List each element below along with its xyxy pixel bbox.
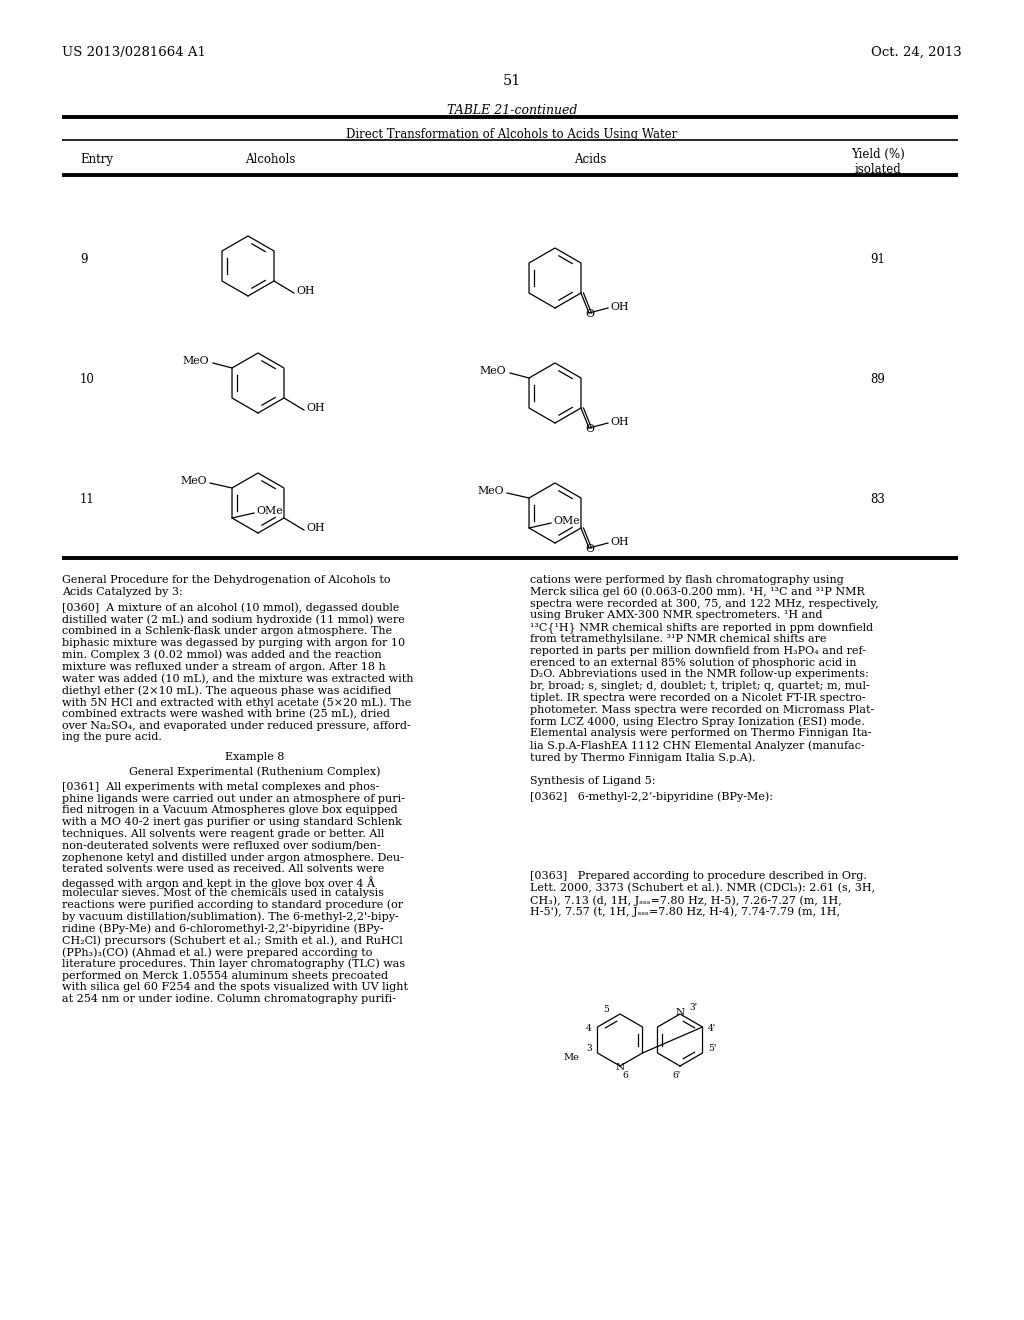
Text: min. Complex 3 (0.02 mmol) was added and the reaction: min. Complex 3 (0.02 mmol) was added and… [62, 649, 382, 660]
Text: 5: 5 [603, 1005, 609, 1014]
Text: N: N [615, 1063, 625, 1072]
Text: tured by Thermo Finnigam Italia S.p.A).: tured by Thermo Finnigam Italia S.p.A). [530, 752, 756, 763]
Text: General Experimental (Ruthenium Complex): General Experimental (Ruthenium Complex) [129, 766, 381, 776]
Text: mixture was refluxed under a stream of argon. After 18 h: mixture was refluxed under a stream of a… [62, 661, 386, 672]
Text: lia S.p.A-FlashEA 1112 CHN Elemental Analyzer (manufac-: lia S.p.A-FlashEA 1112 CHN Elemental Ana… [530, 741, 864, 751]
Text: Synthesis of Ligand 5:: Synthesis of Ligand 5: [530, 776, 655, 785]
Text: [0361]  All experiments with metal complexes and phos-: [0361] All experiments with metal comple… [62, 781, 379, 792]
Text: D₂O. Abbreviations used in the NMR follow-up experiments:: D₂O. Abbreviations used in the NMR follo… [530, 669, 869, 680]
Text: water was added (10 mL), and the mixture was extracted with: water was added (10 mL), and the mixture… [62, 673, 414, 684]
Text: 4: 4 [586, 1024, 592, 1034]
Text: OMe: OMe [256, 506, 283, 516]
Text: 83: 83 [870, 492, 886, 506]
Text: Acids Catalyzed by 3:: Acids Catalyzed by 3: [62, 587, 182, 597]
Text: diethyl ether (2×10 mL). The aqueous phase was acidified: diethyl ether (2×10 mL). The aqueous pha… [62, 685, 391, 696]
Text: OMe: OMe [553, 516, 580, 525]
Text: molecular sieves. Most of the chemicals used in catalysis: molecular sieves. Most of the chemicals … [62, 888, 384, 898]
Text: with silica gel 60 F254 and the spots visualized with UV light: with silica gel 60 F254 and the spots vi… [62, 982, 408, 993]
Text: Merck silica gel 60 (0.063-0.200 mm). ¹H, ¹³C and ³¹P NMR: Merck silica gel 60 (0.063-0.200 mm). ¹H… [530, 587, 864, 598]
Text: 11: 11 [80, 492, 95, 506]
Text: using Bruker AMX-300 NMR spectrometers. ¹H and: using Bruker AMX-300 NMR spectrometers. … [530, 610, 822, 620]
Text: [0360]  A mixture of an alcohol (10 mmol), degassed double: [0360] A mixture of an alcohol (10 mmol)… [62, 603, 399, 614]
Text: photometer. Mass spectra were recorded on Micromass Plat-: photometer. Mass spectra were recorded o… [530, 705, 874, 715]
Text: techniques. All solvents were reagent grade or better. All: techniques. All solvents were reagent gr… [62, 829, 384, 840]
Text: Oct. 24, 2013: Oct. 24, 2013 [871, 46, 962, 59]
Text: non-deuterated solvents were refluxed over sodium/ben-: non-deuterated solvents were refluxed ov… [62, 841, 381, 851]
Text: with a MO 40-2 inert gas purifier or using standard Schlenk: with a MO 40-2 inert gas purifier or usi… [62, 817, 401, 828]
Text: form LCZ 4000, using Electro Spray Ionization (ESI) mode.: form LCZ 4000, using Electro Spray Ioniz… [530, 717, 864, 727]
Text: at 254 nm or under iodine. Column chromatography purifi-: at 254 nm or under iodine. Column chroma… [62, 994, 396, 1005]
Text: ¹³C{¹H} NMR chemical shifts are reported in ppm downfield: ¹³C{¹H} NMR chemical shifts are reported… [530, 622, 873, 634]
Text: from tetramethylsilane. ³¹P NMR chemical shifts are: from tetramethylsilane. ³¹P NMR chemical… [530, 634, 826, 644]
Text: MeO: MeO [479, 366, 506, 376]
Text: Yield (%)
isolated: Yield (%) isolated [851, 148, 905, 176]
Text: br, broad; s, singlet; d, doublet; t, triplet; q, quartet; m, mul-: br, broad; s, singlet; d, doublet; t, tr… [530, 681, 869, 692]
Text: Me: Me [563, 1052, 580, 1061]
Text: N: N [676, 1008, 685, 1016]
Text: TABLE 21-continued: TABLE 21-continued [446, 104, 578, 117]
Text: spectra were recorded at 300, 75, and 122 MHz, respectively,: spectra were recorded at 300, 75, and 12… [530, 598, 879, 609]
Text: Lett. 2000, 3373 (Schubert et al.). NMR (CDCl₃): 2.61 (s, 3H,: Lett. 2000, 3373 (Schubert et al.). NMR … [530, 883, 876, 894]
Text: Entry: Entry [80, 153, 113, 166]
Text: OH: OH [306, 403, 325, 413]
Text: [0363]   Prepared according to procedure described in Org.: [0363] Prepared according to procedure d… [530, 871, 867, 882]
Text: 91: 91 [870, 253, 886, 267]
Text: literature procedures. Thin layer chromatography (TLC) was: literature procedures. Thin layer chroma… [62, 958, 406, 969]
Text: with 5N HCl and extracted with ethyl acetate (5×20 mL). The: with 5N HCl and extracted with ethyl ace… [62, 697, 412, 708]
Text: phine ligands were carried out under an atmosphere of puri-: phine ligands were carried out under an … [62, 793, 406, 804]
Text: fied nitrogen in a Vacuum Atmospheres glove box equipped: fied nitrogen in a Vacuum Atmospheres gl… [62, 805, 397, 816]
Text: 89: 89 [870, 374, 886, 385]
Text: 6': 6' [672, 1071, 680, 1080]
Text: zophenone ketyl and distilled under argon atmosphere. Deu-: zophenone ketyl and distilled under argo… [62, 853, 403, 862]
Text: Alcohols: Alcohols [245, 153, 295, 166]
Text: Direct Transformation of Alcohols to Acids Using Water: Direct Transformation of Alcohols to Aci… [346, 128, 678, 141]
Text: 3: 3 [586, 1044, 592, 1053]
Text: reactions were purified according to standard procedure (or: reactions were purified according to sta… [62, 900, 403, 911]
Text: over Na₂SO₄, and evaporated under reduced pressure, afford-: over Na₂SO₄, and evaporated under reduce… [62, 721, 411, 730]
Text: O: O [586, 424, 595, 434]
Text: OH: OH [610, 302, 629, 312]
Text: Acids: Acids [573, 153, 606, 166]
Text: 10: 10 [80, 374, 95, 385]
Text: CH₃), 7.13 (d, 1H, Jₛₛₛ=7.80 Hz, H-5), 7.26-7.27 (m, 1H,: CH₃), 7.13 (d, 1H, Jₛₛₛ=7.80 Hz, H-5), 7… [530, 895, 842, 906]
Text: cations were performed by flash chromatography using: cations were performed by flash chromato… [530, 576, 844, 585]
Text: degassed with argon and kept in the glove box over 4 Å: degassed with argon and kept in the glov… [62, 876, 375, 890]
Text: MeO: MeO [477, 486, 504, 496]
Text: OH: OH [610, 537, 629, 546]
Text: [0362]   6-methyl-2,2’-bipyridine (BPy-Me):: [0362] 6-methyl-2,2’-bipyridine (BPy-Me)… [530, 792, 773, 803]
Text: ridine (BPy-Me) and 6-chloromethyl-2,2'-bipyridine (BPy-: ridine (BPy-Me) and 6-chloromethyl-2,2'-… [62, 924, 384, 935]
Text: US 2013/0281664 A1: US 2013/0281664 A1 [62, 46, 206, 59]
Text: distilled water (2 mL) and sodium hydroxide (11 mmol) were: distilled water (2 mL) and sodium hydrox… [62, 614, 404, 624]
Text: terated solvents were used as received. All solvents were: terated solvents were used as received. … [62, 865, 384, 874]
Text: 3': 3' [689, 1003, 697, 1012]
Text: MeO: MeO [180, 477, 207, 486]
Text: by vacuum distillation/sublimation). The 6-methyl-2,2'-bipy-: by vacuum distillation/sublimation). The… [62, 912, 398, 923]
Text: 4': 4' [708, 1024, 716, 1034]
Text: OH: OH [610, 417, 629, 426]
Text: O: O [586, 544, 595, 554]
Text: CH₂Cl) precursors (Schubert et al.; Smith et al.), and RuHCl: CH₂Cl) precursors (Schubert et al.; Smit… [62, 935, 402, 945]
Text: 6: 6 [622, 1071, 628, 1080]
Text: ing the pure acid.: ing the pure acid. [62, 733, 162, 742]
Text: Elemental analysis were performed on Thermo Finnigan Ita-: Elemental analysis were performed on The… [530, 729, 871, 738]
Text: (PPh₃)₃(CO) (Ahmad et al.) were prepared according to: (PPh₃)₃(CO) (Ahmad et al.) were prepared… [62, 946, 373, 957]
Text: biphasic mixture was degassed by purging with argon for 10: biphasic mixture was degassed by purging… [62, 638, 406, 648]
Text: 5': 5' [708, 1044, 717, 1053]
Text: combined extracts were washed with brine (25 mL), dried: combined extracts were washed with brine… [62, 709, 390, 719]
Text: OH: OH [296, 286, 314, 296]
Text: General Procedure for the Dehydrogenation of Alcohols to: General Procedure for the Dehydrogenatio… [62, 576, 390, 585]
Text: 9: 9 [80, 253, 87, 267]
Text: Example 8: Example 8 [225, 752, 285, 762]
Text: reported in parts per million downfield from H₃PO₄ and ref-: reported in parts per million downfield … [530, 645, 866, 656]
Text: combined in a Schlenk-flask under argon atmosphere. The: combined in a Schlenk-flask under argon … [62, 626, 392, 636]
Text: MeO: MeO [182, 356, 209, 366]
Text: H-5'), 7.57 (t, 1H, Jₛₛₛ=7.80 Hz, H-4), 7.74-7.79 (m, 1H,: H-5'), 7.57 (t, 1H, Jₛₛₛ=7.80 Hz, H-4), … [530, 907, 840, 917]
Text: O: O [586, 309, 595, 319]
Text: performed on Merck 1.05554 aluminum sheets precoated: performed on Merck 1.05554 aluminum shee… [62, 970, 388, 981]
Text: tiplet. IR spectra were recorded on a Nicolet FT-IR spectro-: tiplet. IR spectra were recorded on a Ni… [530, 693, 865, 704]
Text: 51: 51 [503, 74, 521, 88]
Text: OH: OH [306, 523, 325, 533]
Text: erenced to an external 85% solution of phosphoric acid in: erenced to an external 85% solution of p… [530, 657, 856, 668]
